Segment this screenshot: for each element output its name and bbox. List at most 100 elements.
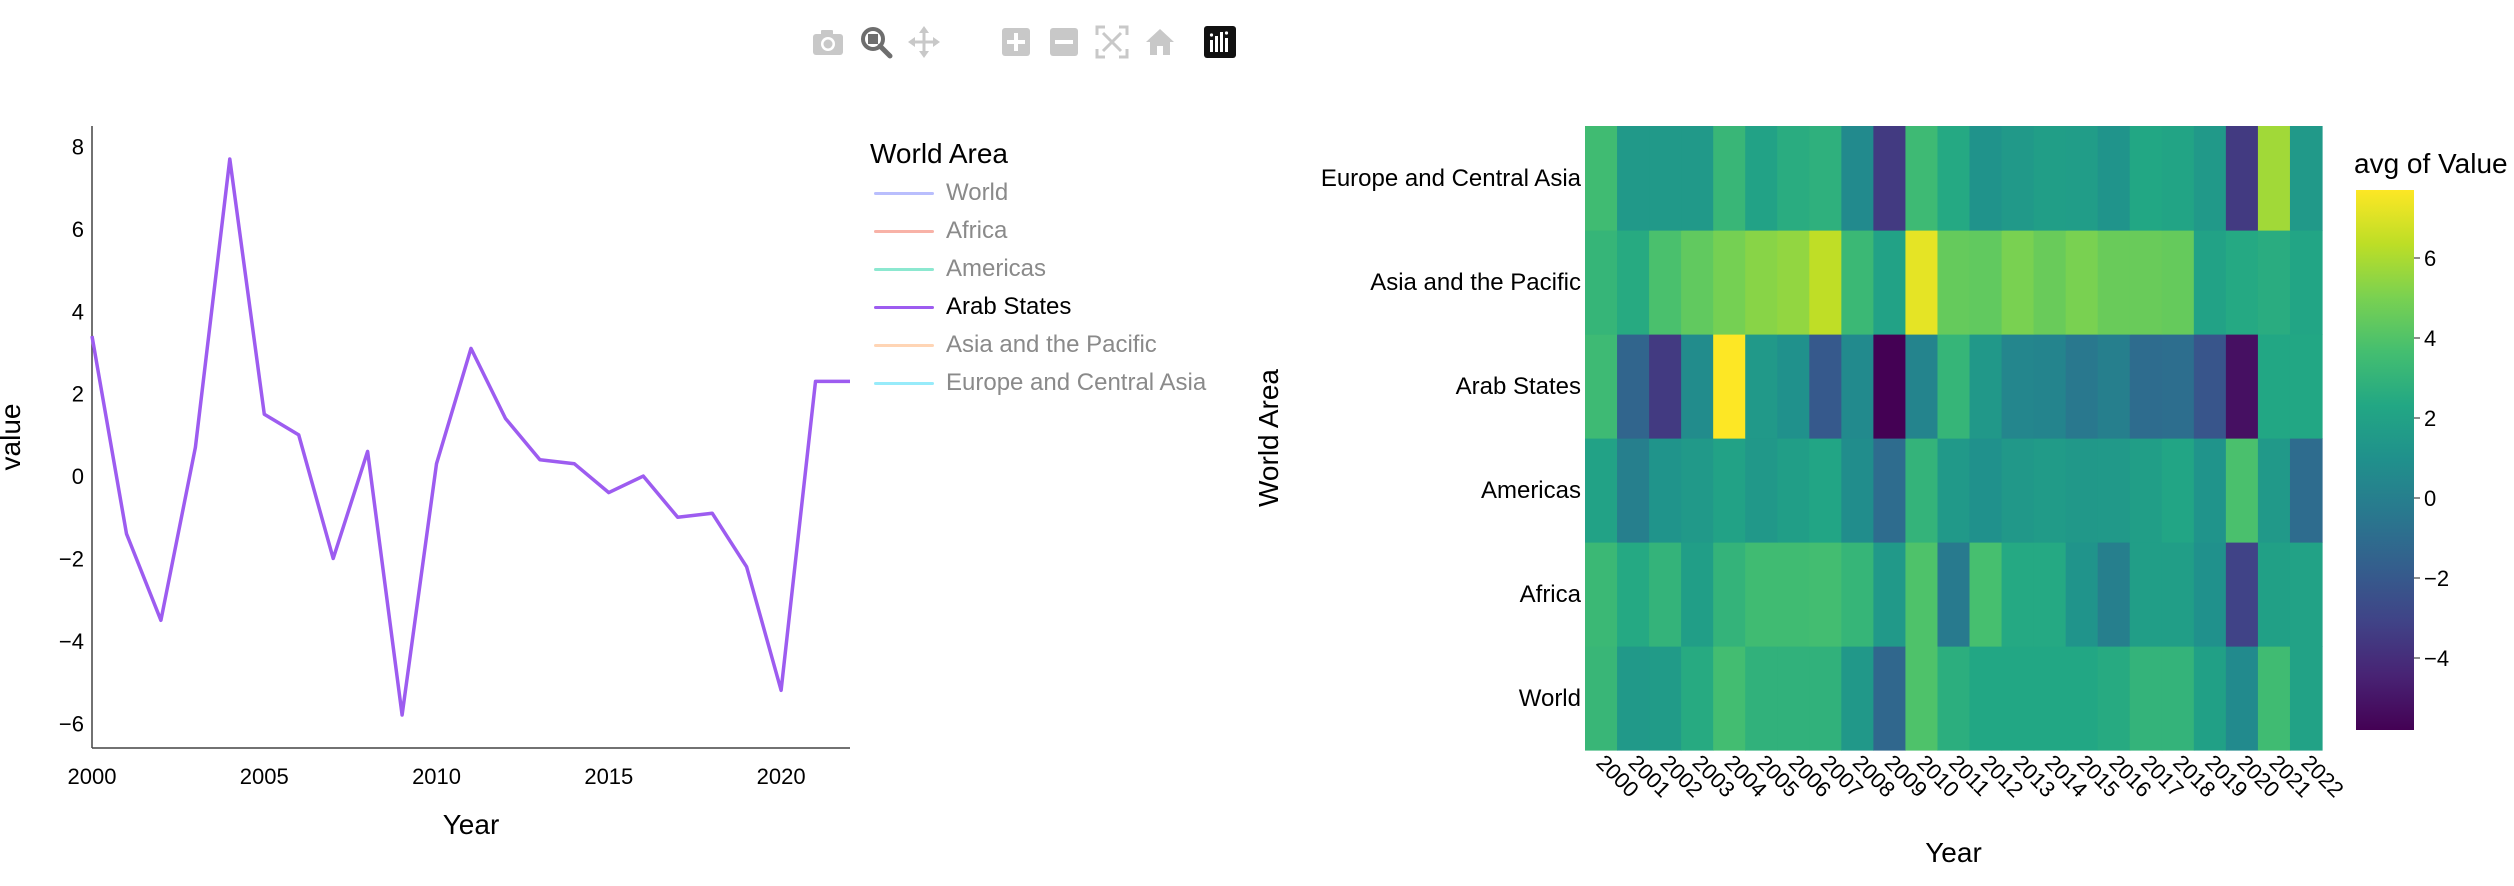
heatmap-cell bbox=[2001, 542, 2035, 647]
heatmap-cell bbox=[2033, 542, 2067, 647]
heatmap-cell bbox=[2097, 230, 2131, 335]
legend-label: Asia and the Pacific bbox=[946, 331, 1157, 358]
heatmap-cell bbox=[1969, 438, 2003, 543]
heatmap-cell bbox=[1841, 126, 1874, 231]
zoom-in-button[interactable] bbox=[996, 20, 1036, 64]
camera-icon bbox=[811, 27, 845, 57]
heatmap-cell bbox=[1681, 230, 1714, 335]
heatmap-y-tick-label: Arab States bbox=[1456, 373, 1581, 400]
heatmap-x-tick-label: 2018 bbox=[2168, 750, 2220, 802]
heatmap-cell bbox=[2033, 646, 2067, 751]
legend-item-africa[interactable]: Africa bbox=[870, 212, 1230, 250]
zoom-button[interactable] bbox=[856, 20, 896, 64]
heatmap-x-tick-label: 2003 bbox=[1688, 750, 1740, 802]
heatmap-y-tick-label: Africa bbox=[1520, 581, 1582, 608]
heatmap-cell bbox=[1713, 542, 1746, 647]
x-tick-label: 2000 bbox=[68, 764, 117, 789]
y-tick-label: 0 bbox=[72, 464, 84, 489]
heatmap-cell bbox=[2065, 334, 2099, 439]
heatmap-cell bbox=[2129, 230, 2163, 335]
zoom-out-button[interactable] bbox=[1044, 20, 1084, 64]
heatmap-cell bbox=[1809, 126, 1842, 231]
heatmap-cell bbox=[2065, 230, 2099, 335]
heatmap-x-tick-label: 2010 bbox=[1912, 750, 1964, 802]
heatmap-cell bbox=[2161, 230, 2195, 335]
home-button[interactable] bbox=[1140, 20, 1180, 64]
legend-swatch bbox=[874, 381, 934, 385]
heatmap-cell bbox=[2225, 542, 2259, 647]
heatmap-cell bbox=[2289, 126, 2323, 231]
heatmap-cell bbox=[1937, 542, 1971, 647]
heatmap-cell bbox=[1873, 230, 1907, 335]
heatmap-y-tick-label: Asia and the Pacific bbox=[1370, 269, 1581, 296]
plotly-logo-icon bbox=[1204, 26, 1236, 58]
colorbar-tick-label: 2 bbox=[2424, 406, 2436, 431]
heatmap-cell bbox=[2129, 334, 2163, 439]
autoscale-button[interactable] bbox=[1092, 20, 1132, 64]
heatmap-cell bbox=[2161, 542, 2195, 647]
y-tick-label: −4 bbox=[59, 629, 84, 654]
heatmap-cell bbox=[1905, 646, 1939, 751]
heatmap-cell bbox=[1713, 438, 1746, 543]
legend-item-americas[interactable]: Americas bbox=[870, 250, 1230, 288]
heatmap-cell bbox=[1969, 334, 2003, 439]
heatmap-cell bbox=[2257, 542, 2291, 647]
heatmap-cell bbox=[2129, 126, 2163, 231]
camera-button[interactable] bbox=[808, 20, 848, 64]
legend-item-asia-and-the-pacific[interactable]: Asia and the Pacific bbox=[870, 326, 1230, 364]
heatmap-cell bbox=[2033, 126, 2067, 231]
pan-button[interactable] bbox=[904, 20, 944, 64]
heatmap-cell bbox=[2129, 438, 2163, 543]
heatmap-x-tick-label: 2011 bbox=[1944, 750, 1995, 801]
heatmap-cell bbox=[1937, 646, 1971, 751]
legend-label: Europe and Central Asia bbox=[946, 369, 1207, 396]
legend-label: Africa bbox=[946, 217, 1008, 244]
heatmap-cell bbox=[2193, 334, 2227, 439]
zoom-in-icon bbox=[1001, 27, 1031, 57]
heatmap-cell bbox=[2193, 646, 2227, 751]
heatmap-cell bbox=[2289, 646, 2323, 751]
heatmap-cell bbox=[1841, 438, 1874, 543]
colorbar-tick-label: −4 bbox=[2424, 646, 2449, 671]
heatmap-x-tick-label: 2008 bbox=[1848, 750, 1900, 802]
heatmap-cell bbox=[1649, 126, 1682, 231]
heatmap-cell bbox=[1681, 126, 1714, 231]
heatmap-cell bbox=[2161, 438, 2195, 543]
heatmap-cell bbox=[2193, 542, 2227, 647]
legend-item-world[interactable]: World bbox=[870, 174, 1230, 212]
legend-item-europe-and-central-asia[interactable]: Europe and Central Asia bbox=[870, 364, 1230, 402]
heatmap-cell bbox=[1649, 438, 1682, 543]
heatmap-x-tick-label: 2012 bbox=[1976, 750, 2028, 802]
legend-items: World Africa Americas Arab States Asia and t… bbox=[870, 174, 1230, 402]
zoom-icon bbox=[859, 25, 893, 59]
heatmap-cell bbox=[2065, 542, 2099, 647]
y-tick-label: 4 bbox=[72, 299, 84, 324]
heatmap-x-tick-label: 2013 bbox=[2008, 750, 2060, 802]
heatmap-x-tick-label: 2001 bbox=[1624, 750, 1676, 802]
heatmap-cell bbox=[2097, 646, 2131, 751]
heatmap-cell bbox=[2065, 646, 2099, 751]
heatmap-cell bbox=[1617, 646, 1650, 751]
heatmap-x-tick-label: 2022 bbox=[2296, 750, 2348, 802]
heatmap-x-tick-label: 2000 bbox=[1591, 750, 1643, 802]
heatmap-cell bbox=[2001, 126, 2035, 231]
heatmap-cell bbox=[1585, 438, 1618, 543]
plotly-logo-button[interactable] bbox=[1200, 20, 1240, 64]
heatmap-cell bbox=[2225, 230, 2259, 335]
heatmap-cell bbox=[2001, 334, 2035, 439]
heatmap-cell bbox=[1649, 542, 1682, 647]
legend-item-arab-states[interactable]: Arab States bbox=[870, 288, 1230, 326]
heatmap-y-tick-label: Europe and Central Asia bbox=[1321, 165, 1582, 192]
heatmap-cell bbox=[1713, 646, 1746, 751]
heatmap-cell bbox=[1681, 334, 1714, 439]
series-line-arab-states bbox=[90, 157, 850, 717]
heatmap-cell bbox=[1681, 438, 1714, 543]
heatmap-cell bbox=[1649, 334, 1682, 439]
x-tick-label: 2005 bbox=[240, 764, 289, 789]
heatmap-cell bbox=[1713, 126, 1746, 231]
heatmap-cell bbox=[2289, 438, 2323, 543]
heatmap-x-tick-label: 2021 bbox=[2264, 750, 2316, 802]
heatmap-cell bbox=[1713, 230, 1746, 335]
x-tick-label: 2020 bbox=[757, 764, 806, 789]
x-tick-label: 2015 bbox=[584, 764, 633, 789]
